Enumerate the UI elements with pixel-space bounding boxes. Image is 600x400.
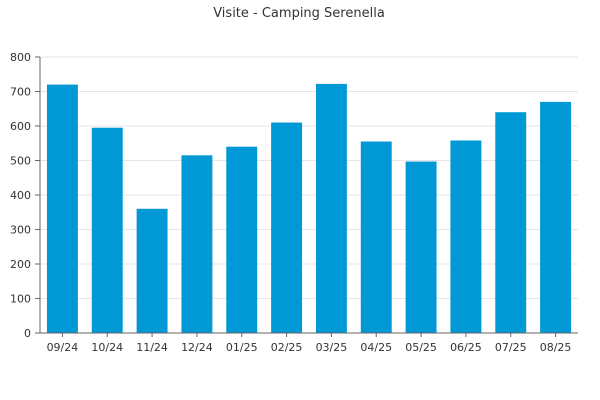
bar-09-24	[46, 84, 78, 333]
y-tick-label-300: 300	[10, 224, 31, 237]
chart-title: Visite - Camping Serenella	[213, 6, 385, 21]
x-tick-label-08-25: 08/25	[540, 341, 572, 354]
bar-02-25	[271, 122, 303, 333]
bar-10-24	[91, 127, 123, 333]
y-gridlines	[40, 56, 578, 299]
x-tick-label-03-25: 03/25	[316, 341, 348, 354]
x-tick-label-09-24: 09/24	[47, 341, 79, 354]
bar-03-25	[315, 83, 347, 333]
x-tick-label-01-25: 01/25	[226, 341, 258, 354]
x-tick-label-02-25: 02/25	[271, 341, 303, 354]
bar-04-25	[360, 141, 392, 333]
x-tick-label-07-25: 07/25	[495, 341, 527, 354]
y-tick-label-700: 700	[10, 86, 31, 99]
bar-06-25	[450, 140, 482, 333]
y-axis: 0 100 200 300 400 500 600 700 800	[10, 51, 41, 340]
bar-08-25	[540, 101, 572, 333]
bar-05-25	[405, 161, 437, 333]
x-tick-label-06-25: 06/25	[450, 341, 482, 354]
bar-07-25	[495, 112, 527, 333]
y-tick-label-400: 400	[10, 189, 31, 202]
bar-11-24	[136, 208, 168, 333]
x-tick-label-12-24: 12/24	[181, 341, 213, 354]
y-tick-label-800: 800	[10, 51, 31, 64]
y-tick-label-0: 0	[24, 327, 31, 340]
x-tick-label-11-24: 11/24	[136, 341, 168, 354]
x-tick-label-04-25: 04/25	[360, 341, 392, 354]
x-axis: 09/24 10/24 11/24 12/24 01/25 02/25 03/25 04/25…	[40, 332, 578, 354]
x-tick-label-10-24: 10/24	[91, 341, 123, 354]
bar-12-24	[181, 155, 213, 333]
x-tick-label-05-25: 05/25	[405, 341, 437, 354]
bar-01-25	[226, 146, 258, 333]
y-tick-label-100: 100	[10, 293, 31, 306]
y-tick-label-500: 500	[10, 155, 31, 168]
y-tick-label-600: 600	[10, 120, 31, 133]
y-tick-label-200: 200	[10, 258, 31, 271]
bar-series	[46, 83, 572, 333]
